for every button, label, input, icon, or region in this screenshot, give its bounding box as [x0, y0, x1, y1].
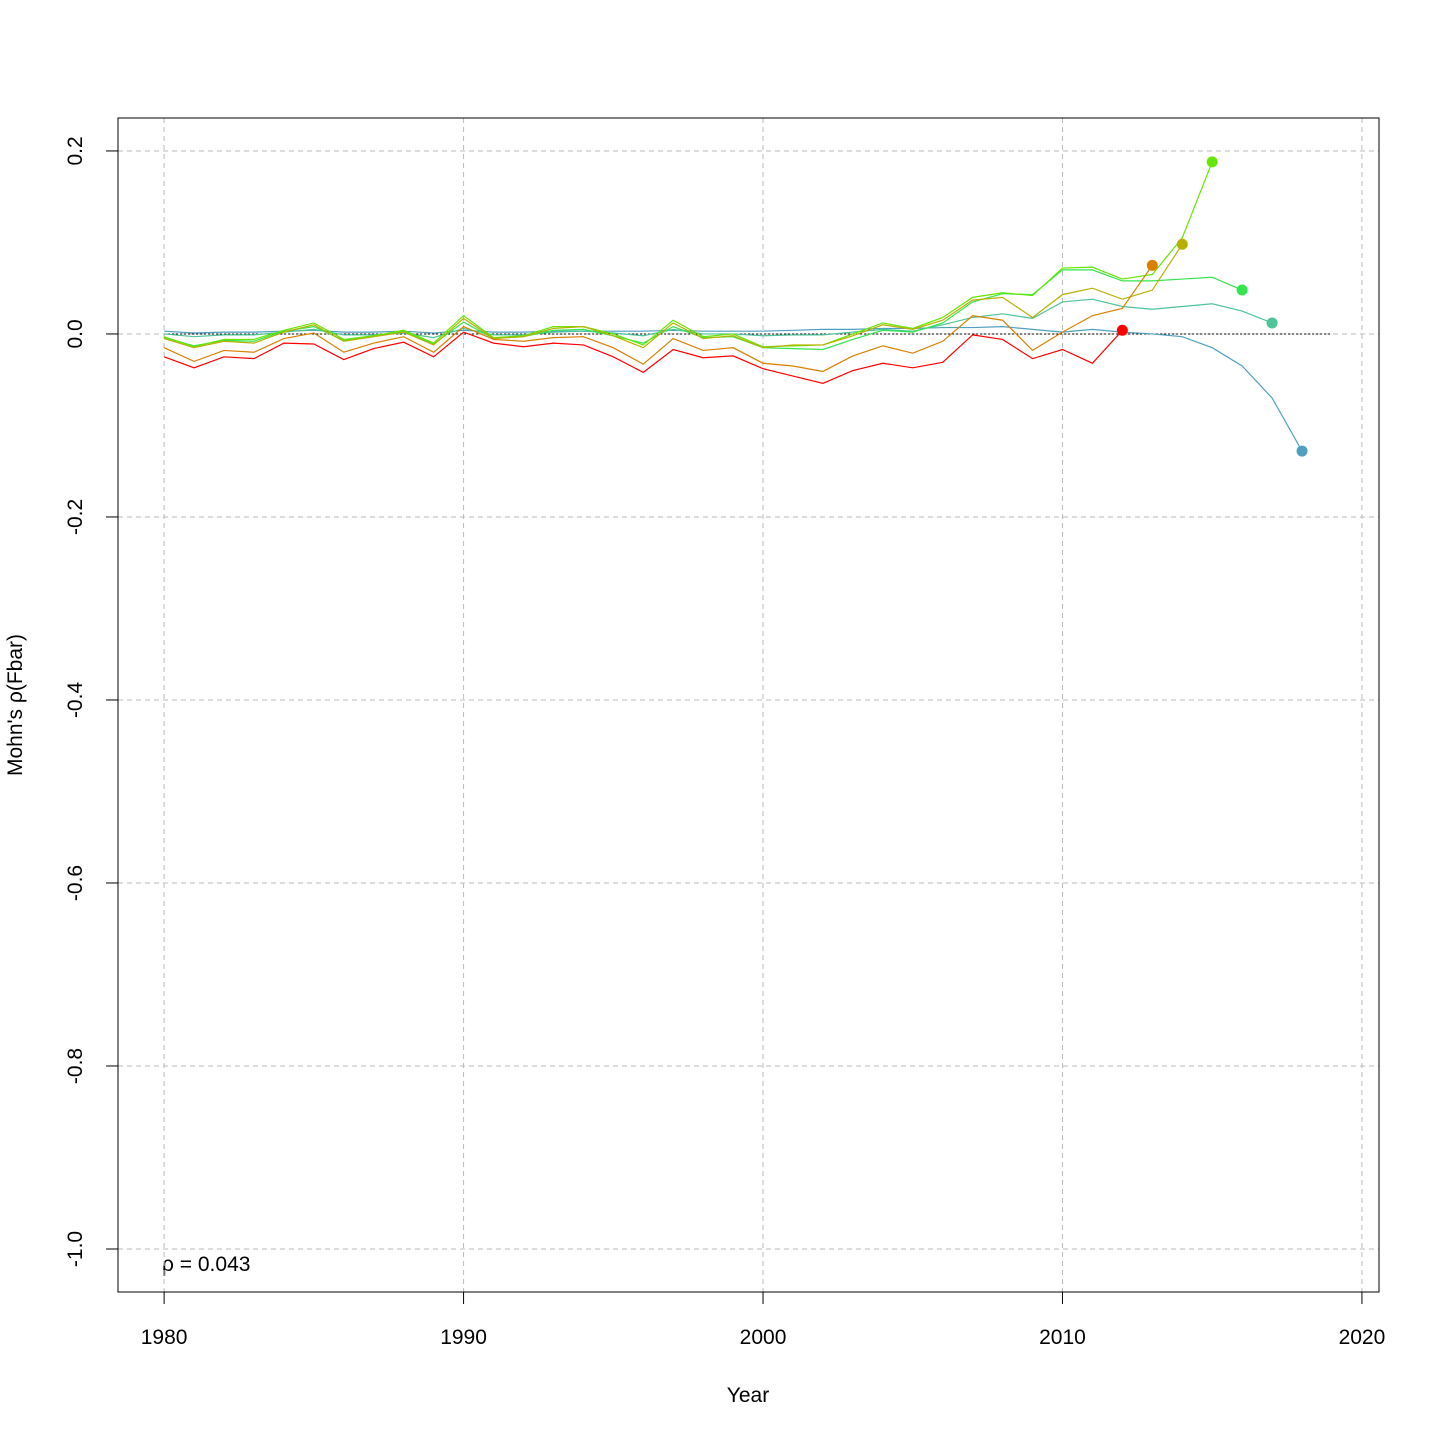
y-tick-label: -0.4	[64, 682, 87, 719]
series-line	[163, 329, 1123, 384]
x-tick-label: 1990	[440, 1326, 487, 1349]
plot-frame	[117, 117, 1380, 1293]
series-line	[164, 326, 1303, 452]
end-point	[1146, 259, 1158, 271]
x-tick-label: 2010	[1039, 1326, 1086, 1349]
series-line	[163, 243, 1183, 349]
end-point	[1206, 156, 1218, 168]
y-tick-label: -1.0	[64, 1231, 87, 1267]
y-tick-label: -0.2	[64, 499, 87, 535]
end-point	[1236, 284, 1248, 296]
y-tick-label: 0.2	[64, 136, 87, 165]
x-axis-label: Year	[727, 1384, 769, 1407]
y-tick-label: -0.8	[64, 1048, 87, 1084]
series-line	[163, 264, 1153, 373]
annotation: ρ = 0.043	[162, 1253, 250, 1276]
end-point	[1296, 445, 1308, 457]
x-tick-label: 2020	[1339, 1326, 1386, 1349]
end-point	[1116, 324, 1128, 336]
x-tick-label: 2000	[740, 1326, 787, 1349]
series-line	[163, 161, 1213, 348]
x-tick-label: 1980	[141, 1326, 188, 1349]
y-axis-label: Mohn's ρ(Fbar)	[4, 634, 27, 776]
end-point	[1266, 317, 1278, 329]
series-line	[163, 269, 1243, 351]
y-tick-label: 0.0	[64, 319, 87, 348]
y-tick-label: -0.6	[64, 865, 87, 901]
end-point	[1176, 238, 1188, 250]
series-line	[164, 298, 1273, 339]
